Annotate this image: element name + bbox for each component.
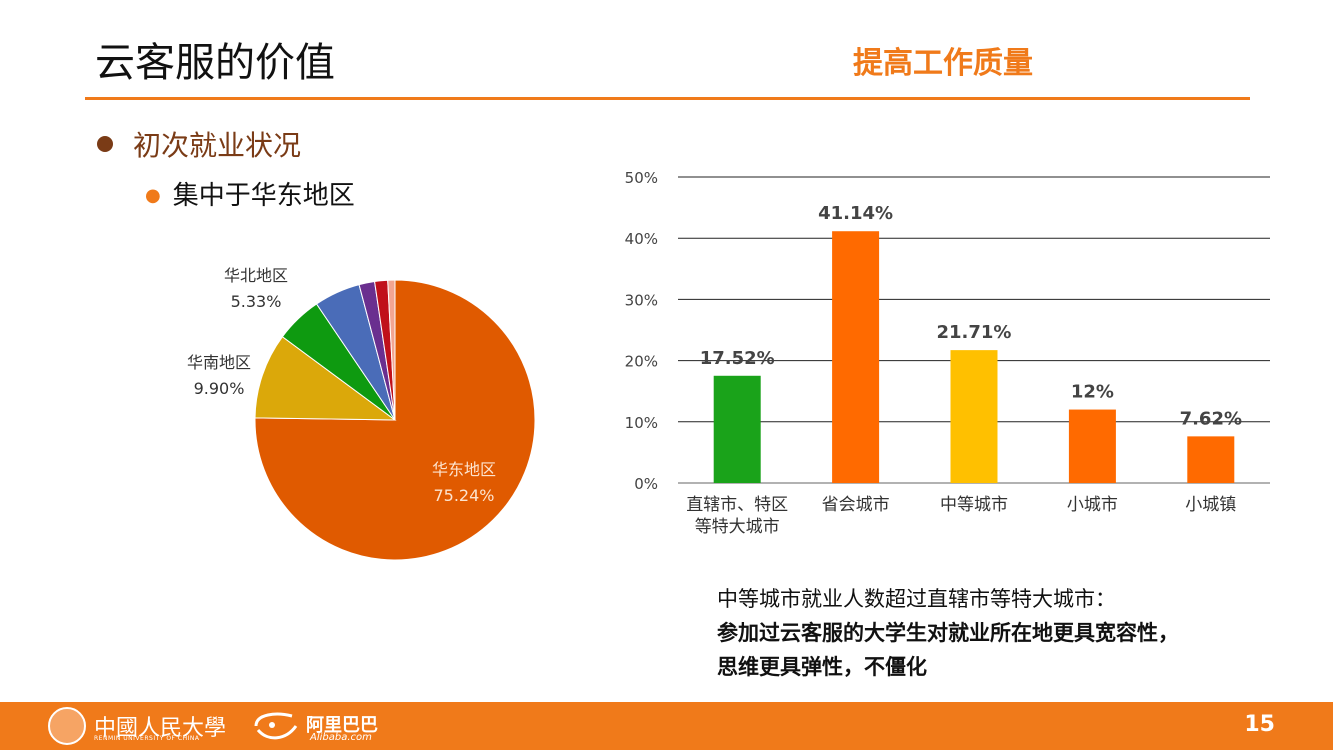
pie-slice-label: 华东地区 bbox=[432, 460, 496, 479]
university-name: 中國人民大學 bbox=[94, 716, 227, 741]
alibaba-subname: Alibaba.com bbox=[310, 732, 372, 743]
renmin-university-seal-icon bbox=[48, 707, 86, 745]
pie-slice bbox=[254, 336, 397, 421]
page-number: 15 bbox=[1244, 712, 1275, 737]
bar-y-tick-label: 0% bbox=[634, 475, 658, 493]
bar-data-label: 17.52% bbox=[700, 348, 775, 369]
bar-category-label: 等特大城市 bbox=[695, 517, 780, 537]
university-subname: RENMIN UNIVERSITY OF CHINA bbox=[94, 735, 200, 742]
pie-slice-value: 9.90% bbox=[194, 379, 245, 398]
pie-slice-value: 75.24% bbox=[433, 486, 494, 505]
bar-y-tick-label: 10% bbox=[625, 414, 658, 432]
bar-data-label: 7.62% bbox=[1180, 408, 1242, 429]
bar-data-label: 21.71% bbox=[937, 322, 1012, 343]
bar bbox=[950, 350, 998, 483]
pie-slice bbox=[387, 279, 396, 421]
alibaba-name: 阿里巴巴 bbox=[306, 715, 378, 736]
bar-category-label: 小城镇 bbox=[1185, 495, 1236, 515]
bar bbox=[1068, 409, 1116, 483]
title-divider bbox=[85, 97, 1250, 100]
page-title: 云客服的价值 bbox=[95, 40, 335, 86]
bullet-level1: 初次就业状况 bbox=[97, 124, 301, 164]
note-line-3: 思维更具弹性，不僵化 bbox=[717, 655, 927, 679]
bar-y-tick-label: 20% bbox=[625, 353, 658, 371]
bar-data-label: 41.14% bbox=[818, 203, 893, 224]
page-subtitle: 提高工作质量 bbox=[853, 46, 1033, 81]
bar bbox=[1187, 436, 1235, 483]
bar-data-label: 12% bbox=[1071, 382, 1114, 403]
bar-y-tick-label: 30% bbox=[625, 291, 658, 309]
pie-slice-label: 华南地区 bbox=[187, 353, 251, 372]
bullet-dot-icon bbox=[97, 136, 113, 152]
bar bbox=[832, 231, 880, 483]
pie-slice-value: 5.33% bbox=[231, 292, 282, 311]
conclusion-note: 中等城市就业人数超过直辖市等特大城市： 参加过云客服的大学生对就业所在地更具宽容… bbox=[717, 582, 1179, 684]
bar-y-tick-label: 40% bbox=[625, 230, 658, 248]
bullet-level1-text: 初次就业状况 bbox=[133, 129, 302, 162]
bar-category-label: 省会城市 bbox=[822, 495, 890, 515]
pie-slice-label: 华北地区 bbox=[224, 266, 288, 285]
bullet-level2-text: 集中于华东地区 bbox=[172, 181, 355, 211]
bar-category-label: 小城市 bbox=[1067, 495, 1118, 515]
bar-category-label: 直辖市、特区 bbox=[686, 495, 788, 515]
bullet-small-dot-icon: ● bbox=[145, 185, 161, 206]
footer-bar bbox=[0, 702, 1333, 750]
note-line-2: 参加过云客服的大学生对就业所在地更具宽容性， bbox=[717, 621, 1179, 645]
pie-slice bbox=[254, 279, 536, 561]
bullet-level2: ● 集中于华东地区 bbox=[145, 175, 355, 212]
alibaba-smile-icon bbox=[254, 712, 298, 740]
charts-canvas: 华东地区 75.24% 华南地区 9.90% 华北地区 5.33% 0% 10% 20% 30% 4… bbox=[187, 169, 1270, 561]
note-line-1: 中等城市就业人数超过直辖市等特大城市： bbox=[717, 587, 1116, 611]
bar bbox=[713, 375, 761, 483]
bar-category-label: 中等城市 bbox=[940, 495, 1008, 515]
bar-y-tick-label: 50% bbox=[625, 169, 658, 187]
